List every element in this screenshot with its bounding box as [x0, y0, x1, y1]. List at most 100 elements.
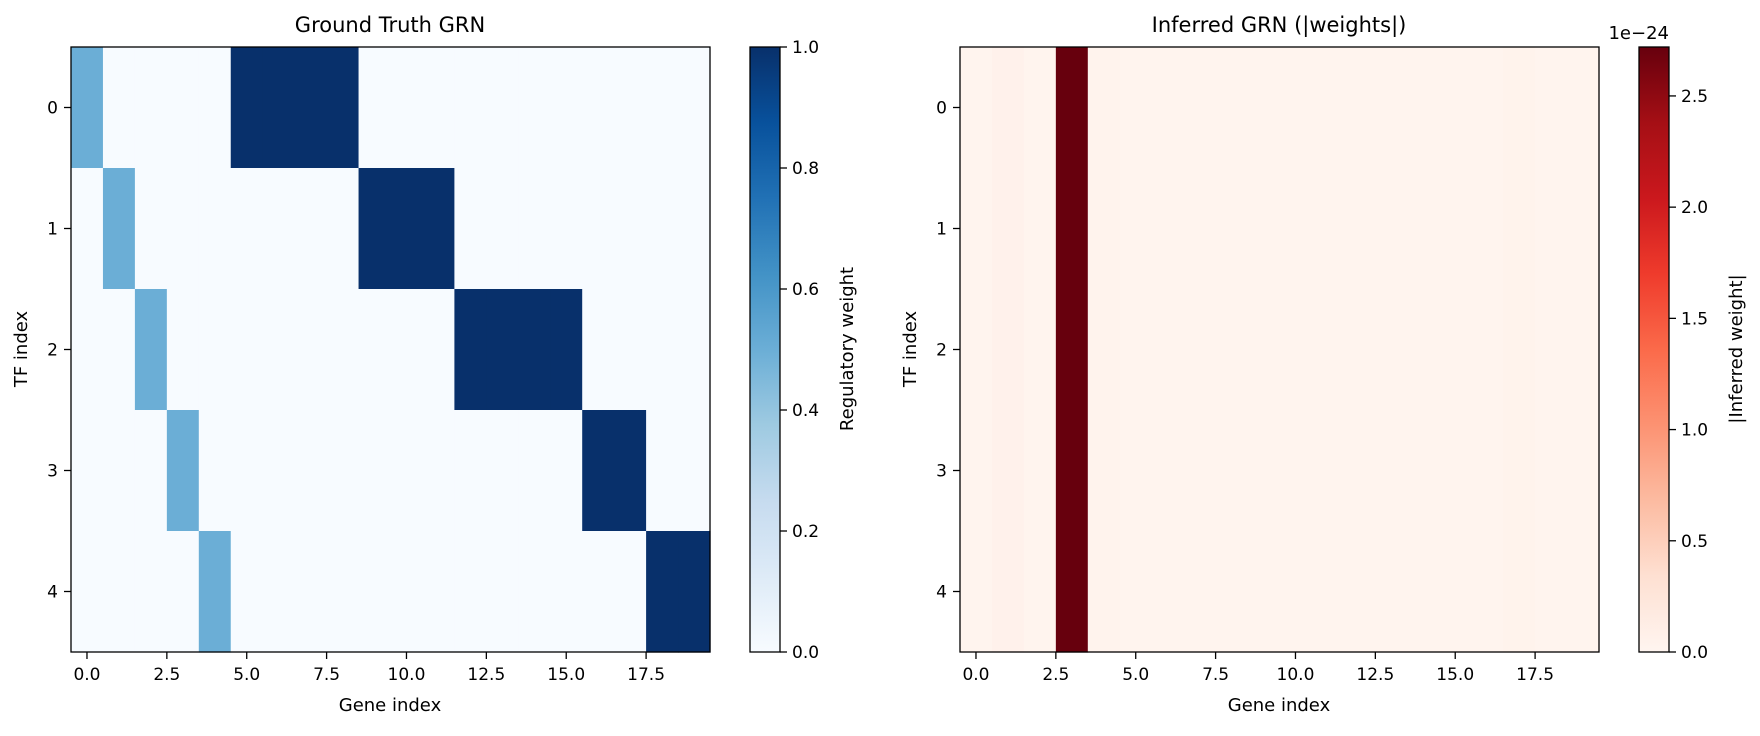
heatmap-cell	[1151, 47, 1185, 169]
colorbar-ticks: 0.0 0.5 1.0 1.5 2.0 2.5	[1669, 87, 1708, 663]
heatmap-cell	[230, 410, 264, 532]
y-tick-label: 3	[936, 462, 947, 482]
heatmap-cell	[1439, 47, 1472, 169]
heatmap-cell	[1407, 289, 1440, 411]
heatmap-cell	[1535, 47, 1568, 169]
colorbar	[749, 46, 781, 653]
heatmap-cell	[1311, 289, 1344, 411]
heatmap-cell	[678, 531, 711, 653]
heatmap-cell	[1503, 531, 1536, 653]
heatmap-cell	[1087, 410, 1121, 532]
heatmap-cell	[678, 168, 711, 290]
heatmap-cell	[991, 410, 1025, 532]
heatmap-cell	[614, 289, 647, 411]
heatmap-cell	[198, 410, 232, 532]
heatmap-cell	[454, 168, 487, 290]
heatmap-cell	[1375, 168, 1408, 290]
heatmap-cell	[454, 531, 487, 653]
heatmap-cell	[71, 47, 104, 169]
heatmap-cell	[486, 47, 519, 169]
x-tick-label: 12.5	[1356, 665, 1394, 685]
heatmap-cell	[518, 168, 551, 290]
heatmap-cell	[454, 289, 487, 411]
heatmap-cell	[518, 410, 551, 532]
heatmap-cell	[1119, 168, 1153, 290]
colorbar-tick-label: 0.8	[792, 159, 819, 179]
colorbar-tick-label: 0.0	[1681, 643, 1708, 663]
heatmap-cell	[1567, 47, 1600, 169]
y-axis-label: TF index	[900, 311, 921, 389]
heatmap-cell	[198, 531, 232, 653]
y-tick-label: 2	[936, 341, 947, 361]
heatmap-cell	[358, 168, 392, 290]
heatmap-cell	[1407, 531, 1440, 653]
heatmap-cell	[422, 410, 455, 532]
heatmap-cell	[1311, 410, 1344, 532]
heatmap-cell	[1567, 531, 1600, 653]
heatmap-cell	[1279, 410, 1313, 532]
heatmap-cell	[1151, 410, 1185, 532]
colorbar-label: |Inferred weight|	[1726, 274, 1747, 423]
heatmap-cell	[1247, 168, 1281, 290]
heatmap-cell	[294, 289, 328, 411]
heatmap-cell	[262, 531, 296, 653]
heatmap-cell	[486, 289, 519, 411]
heatmap-cell	[1279, 289, 1313, 411]
heatmap-cell	[134, 531, 168, 653]
heatmap-cell	[1503, 410, 1536, 532]
colorbar-tick-label: 2.5	[1681, 87, 1708, 107]
heatmap-cell	[71, 531, 104, 653]
heatmap-cell	[294, 531, 328, 653]
heatmap-cell	[358, 410, 392, 532]
heatmap-cell	[358, 47, 392, 169]
y-tick-label: 0	[936, 99, 947, 119]
x-axis-label: Gene index	[339, 695, 442, 716]
y-axis-ticks: 0 1 2 3 4	[47, 99, 71, 603]
heatmap-cell	[1087, 168, 1121, 290]
heatmap-cell	[102, 289, 136, 411]
heatmap-cell	[991, 47, 1025, 169]
heatmap-cell	[550, 410, 583, 532]
heatmap-cell	[582, 410, 615, 532]
heatmap-cell	[1343, 47, 1376, 169]
heatmap-cell	[1343, 531, 1376, 653]
heatmap-cell	[1535, 410, 1568, 532]
heatmap-cell	[358, 289, 392, 411]
colorbar-tick-label: 0.0	[792, 643, 819, 663]
heatmap-cell	[1375, 531, 1408, 653]
heatmap-cell	[1055, 168, 1089, 290]
heatmap-cell	[454, 410, 487, 532]
colorbar-tick-label: 1.0	[1681, 421, 1708, 441]
y-tick-label: 2	[47, 341, 58, 361]
heatmap-cell	[518, 47, 551, 169]
heatmap-cell	[1023, 531, 1057, 653]
heatmap-cell	[422, 531, 455, 653]
heatmap-cell	[614, 168, 647, 290]
heatmap-cell	[1343, 289, 1376, 411]
heatmap-cell	[230, 531, 264, 653]
heatmap-cell	[518, 531, 551, 653]
heatmap-cell	[1023, 410, 1057, 532]
heatmap-cell	[1535, 168, 1568, 290]
heatmap-cell	[71, 168, 104, 290]
x-tick-label: 5.0	[1122, 665, 1149, 685]
heatmap-cell	[262, 168, 296, 290]
y-axis-label: TF index	[11, 311, 32, 389]
heatmap-cell	[678, 410, 711, 532]
heatmap-cell	[1343, 410, 1376, 532]
heatmap-cell	[1471, 289, 1504, 411]
heatmap-cell	[1311, 531, 1344, 653]
heatmap-cell	[294, 168, 328, 290]
y-tick-label: 1	[936, 220, 947, 240]
heatmap-cell	[486, 531, 519, 653]
heatmap-cell	[646, 289, 679, 411]
y-tick-label: 0	[47, 99, 58, 119]
heatmap-cell	[262, 289, 296, 411]
heatmap-cell	[134, 168, 168, 290]
heatmap-cell	[71, 410, 104, 532]
colorbar-tick-label: 0.6	[792, 280, 819, 300]
x-tick-label: 10.0	[1277, 665, 1315, 685]
colorbar-tick-label: 1.5	[1681, 309, 1708, 329]
heatmap-cell	[166, 168, 200, 290]
heatmap-cell	[1407, 168, 1440, 290]
